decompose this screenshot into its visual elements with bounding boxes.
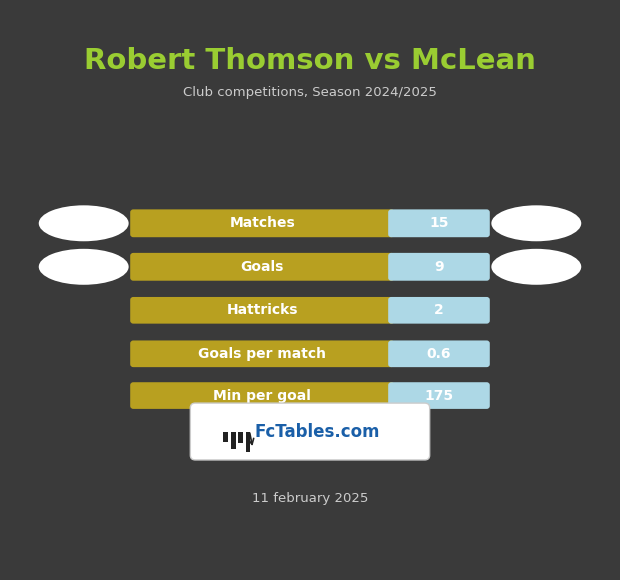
FancyBboxPatch shape xyxy=(388,209,490,237)
FancyBboxPatch shape xyxy=(130,209,394,237)
Ellipse shape xyxy=(39,249,129,285)
Bar xyxy=(246,432,250,452)
Text: 175: 175 xyxy=(425,389,454,403)
Ellipse shape xyxy=(39,205,129,241)
Text: Robert Thomson vs McLean: Robert Thomson vs McLean xyxy=(84,47,536,75)
FancyBboxPatch shape xyxy=(190,403,430,460)
Text: Min per goal: Min per goal xyxy=(213,389,311,403)
Text: Goals: Goals xyxy=(241,260,284,274)
Bar xyxy=(238,432,243,443)
Text: 2: 2 xyxy=(434,303,444,317)
FancyBboxPatch shape xyxy=(388,340,490,367)
Ellipse shape xyxy=(491,249,582,285)
FancyBboxPatch shape xyxy=(130,253,394,281)
Bar xyxy=(231,432,236,449)
Text: 15: 15 xyxy=(429,216,449,230)
FancyBboxPatch shape xyxy=(130,297,394,324)
FancyBboxPatch shape xyxy=(388,297,490,324)
FancyBboxPatch shape xyxy=(130,382,394,409)
Text: Club competitions, Season 2024/2025: Club competitions, Season 2024/2025 xyxy=(183,86,437,99)
FancyBboxPatch shape xyxy=(130,340,394,367)
FancyBboxPatch shape xyxy=(388,253,490,281)
Text: Matches: Matches xyxy=(229,216,295,230)
Text: 0.6: 0.6 xyxy=(427,347,451,361)
Ellipse shape xyxy=(491,205,582,241)
FancyBboxPatch shape xyxy=(388,382,490,409)
Bar xyxy=(223,432,228,442)
Text: 9: 9 xyxy=(434,260,444,274)
Text: Goals per match: Goals per match xyxy=(198,347,326,361)
Text: Hattricks: Hattricks xyxy=(226,303,298,317)
Text: 11 february 2025: 11 february 2025 xyxy=(252,492,368,505)
Text: FcTables.com: FcTables.com xyxy=(254,422,379,441)
